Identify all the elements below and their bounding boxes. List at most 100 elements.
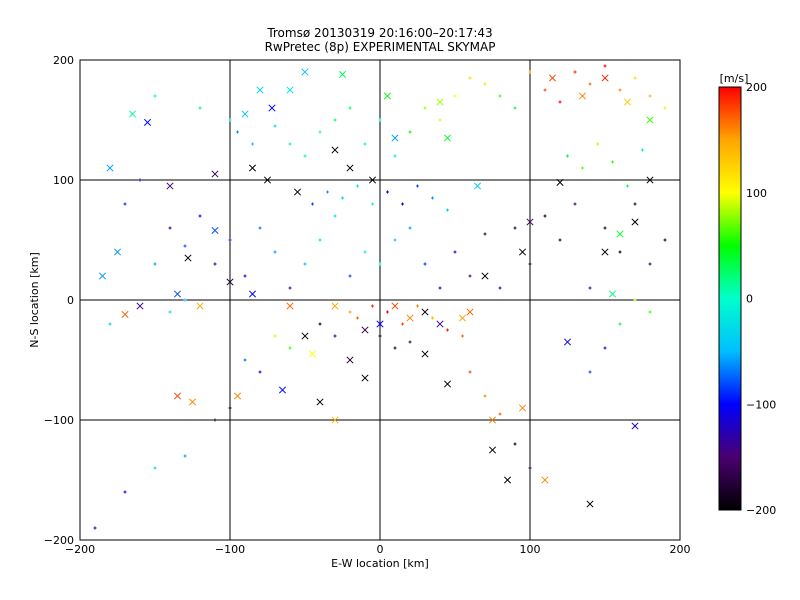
data-point-x [136, 302, 144, 310]
data-point-plus [558, 100, 562, 104]
data-point-x [488, 446, 497, 454]
data-point-plus [93, 526, 97, 530]
data-point-x [98, 272, 107, 280]
data-point-x [601, 248, 609, 256]
data-point-x [361, 326, 369, 334]
data-point-plus [228, 406, 232, 410]
x-tick-label: 100 [520, 543, 541, 556]
data-point-plus [273, 124, 277, 128]
data-point-plus [483, 82, 487, 86]
data-point-plus [123, 202, 127, 206]
data-point-plus [468, 274, 472, 278]
data-point-x [173, 290, 182, 298]
data-point-plus [333, 334, 337, 338]
data-point-plus [348, 274, 352, 278]
data-point-plus [348, 106, 352, 110]
colorbar-ticks: 200 100 0 −100 −200 [746, 81, 776, 517]
data-point-x [541, 476, 549, 484]
colorbar-tick-label: 0 [746, 293, 753, 306]
data-point-plus [498, 412, 502, 416]
data-point-plus [633, 298, 637, 302]
data-point-x [143, 118, 152, 126]
data-point-plus [251, 142, 254, 146]
data-point-plus [138, 178, 142, 182]
data-point-x [346, 164, 354, 172]
data-point-plus [461, 334, 464, 338]
data-point-plus [333, 118, 337, 122]
colorbar-tick-label: −200 [746, 504, 776, 517]
colorbar-tick-label: 200 [746, 81, 767, 94]
data-point-plus [498, 94, 502, 98]
data-point-x [526, 218, 534, 226]
data-point-x [368, 176, 377, 184]
data-point-plus [378, 118, 382, 122]
data-point-plus [243, 274, 247, 278]
data-point-plus [183, 244, 187, 248]
data-point-x [601, 74, 609, 82]
data-point-x [211, 170, 219, 178]
data-point-plus [303, 262, 307, 266]
data-point-plus [288, 346, 292, 350]
data-point-plus [198, 106, 202, 110]
data-point-x [608, 290, 617, 298]
data-point-plus [288, 142, 292, 146]
data-points [93, 64, 667, 530]
data-point-plus [401, 322, 404, 326]
chart-title: Tromsø 20130319 20:16:00–20:17:43 [266, 26, 492, 40]
data-point-x [338, 70, 347, 78]
data-point-x [241, 110, 249, 118]
data-point-plus [288, 286, 292, 290]
data-point-plus [603, 64, 607, 68]
data-point-plus [236, 130, 239, 134]
data-point-plus [371, 304, 374, 308]
data-point-x [578, 92, 587, 100]
x-tick-labels: −200 −100 0 100 200 [65, 543, 691, 556]
data-point-x [301, 332, 309, 340]
data-point-x [331, 416, 339, 424]
data-point-plus [303, 154, 307, 158]
data-point-plus [648, 310, 652, 314]
data-point-plus [228, 118, 232, 122]
data-point-plus [528, 70, 532, 74]
data-point-x [631, 218, 639, 226]
data-point-plus [213, 262, 217, 266]
x-tick-label: −100 [215, 543, 245, 556]
data-point-plus [408, 226, 412, 230]
data-point-plus [258, 370, 262, 374]
data-point-x [646, 176, 654, 184]
data-point-plus [416, 184, 419, 188]
data-point-x [623, 98, 632, 106]
data-point-plus [356, 184, 359, 188]
data-point-x [473, 182, 482, 190]
data-point-plus [618, 88, 622, 92]
data-point-x [316, 398, 324, 406]
data-point-plus [273, 334, 277, 338]
y-tick-label: −200 [44, 534, 74, 547]
data-point-plus [108, 322, 112, 326]
data-point-x [631, 422, 639, 430]
data-point-plus [311, 202, 314, 206]
data-point-plus [168, 310, 172, 314]
data-point-x [391, 134, 399, 142]
data-point-plus [341, 196, 344, 200]
data-point-plus [198, 214, 202, 218]
data-point-x [211, 226, 219, 234]
data-point-plus [273, 250, 277, 254]
data-point-x [548, 74, 557, 82]
data-point-plus [573, 202, 577, 206]
data-point-plus [401, 202, 404, 206]
data-point-plus [183, 454, 187, 458]
data-point-x [421, 350, 429, 358]
data-point-plus [528, 262, 532, 266]
data-point-x [256, 86, 264, 94]
data-point-x [106, 164, 114, 172]
y-tick-label: −100 [44, 414, 74, 427]
data-point-plus [318, 130, 322, 134]
data-point-x [458, 314, 467, 322]
data-point-plus [378, 334, 382, 338]
data-point-x [556, 178, 564, 186]
data-point-plus [386, 310, 389, 314]
data-point-plus [393, 346, 397, 350]
data-point-plus [513, 226, 517, 230]
